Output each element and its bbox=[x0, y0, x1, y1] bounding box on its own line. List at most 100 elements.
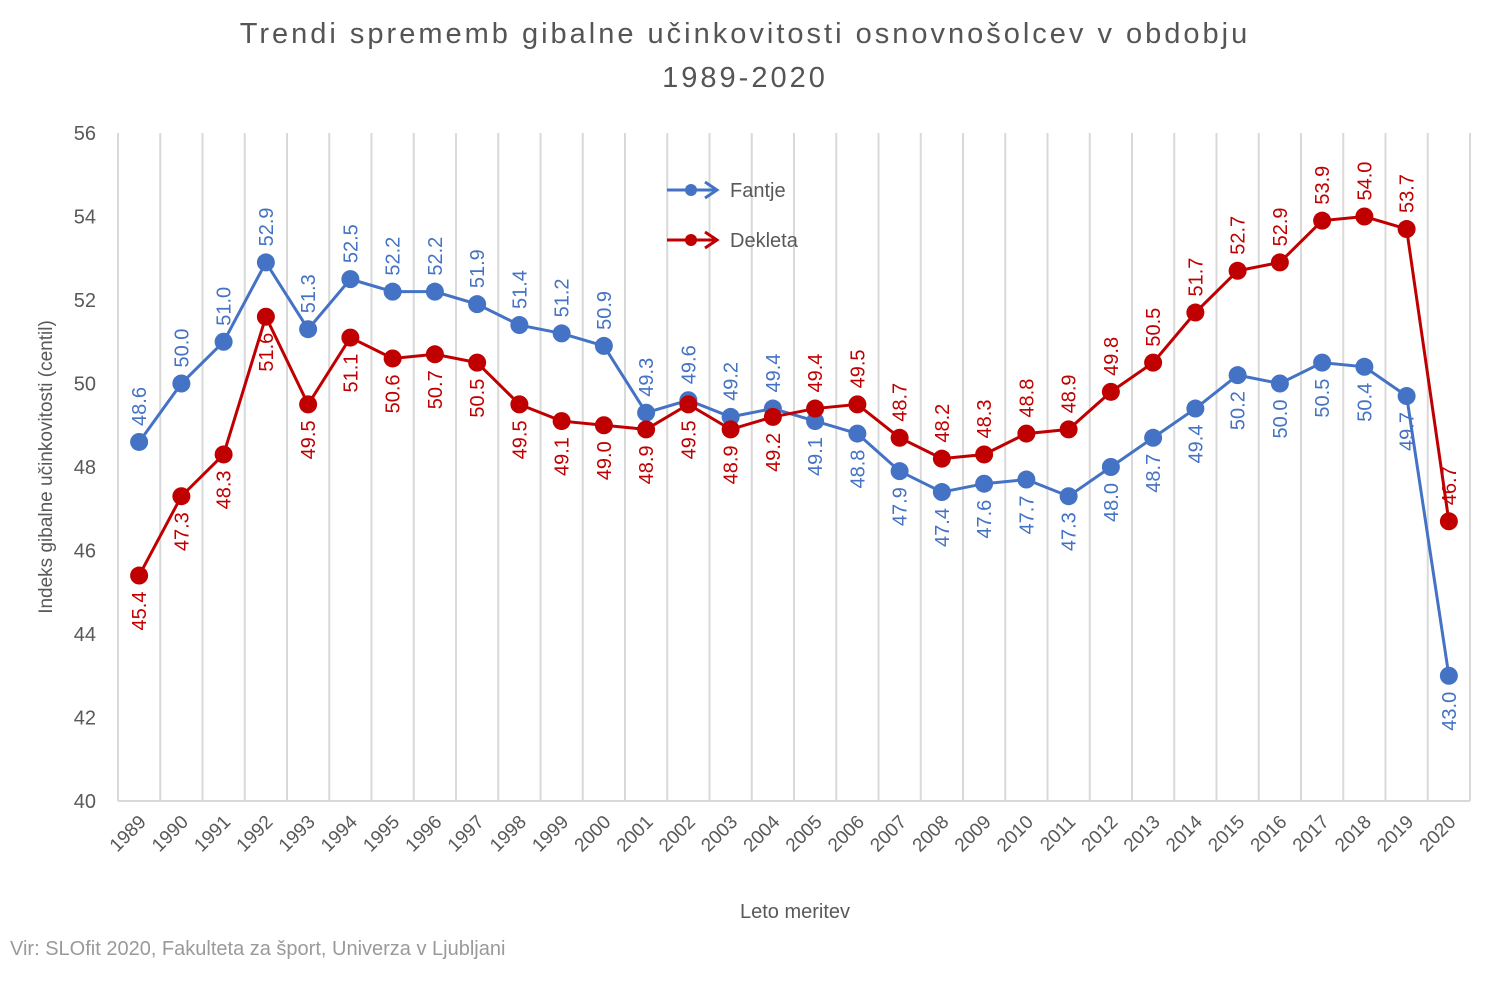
x-tick-label: 2006 bbox=[824, 812, 869, 857]
data-label: 43.0 bbox=[1439, 692, 1461, 731]
data-label: 48.8 bbox=[1016, 379, 1038, 418]
data-point bbox=[552, 412, 571, 431]
data-point bbox=[975, 445, 994, 464]
x-tick-label: 1993 bbox=[275, 812, 320, 857]
x-tick-label: 2000 bbox=[571, 812, 616, 857]
data-label: 49.6 bbox=[678, 345, 700, 384]
y-tick-label: 52 bbox=[74, 290, 96, 312]
data-label: 51.3 bbox=[298, 274, 320, 313]
data-label: 48.0 bbox=[1101, 483, 1123, 522]
data-point bbox=[1439, 512, 1458, 531]
x-tick-label: 1991 bbox=[190, 812, 235, 857]
data-point bbox=[383, 282, 402, 301]
y-tick-label: 48 bbox=[74, 457, 96, 479]
data-point bbox=[721, 407, 740, 426]
legend-marker bbox=[685, 234, 697, 246]
data-point bbox=[1397, 220, 1416, 239]
data-label: 51.6 bbox=[256, 333, 278, 372]
title-line-2: 1989-2020 bbox=[662, 62, 828, 94]
data-label: 52.2 bbox=[425, 237, 447, 276]
data-point bbox=[214, 332, 233, 351]
data-label: 47.9 bbox=[890, 487, 912, 526]
data-point bbox=[806, 399, 825, 418]
data-point bbox=[1228, 366, 1247, 385]
data-label: 50.9 bbox=[594, 291, 616, 330]
y-tick-label: 56 bbox=[74, 123, 96, 145]
data-label: 49.1 bbox=[805, 437, 827, 476]
data-label: 48.9 bbox=[1059, 374, 1081, 413]
x-tick-label: 2002 bbox=[655, 812, 700, 857]
data-label: 50.5 bbox=[1143, 308, 1165, 347]
data-point bbox=[383, 349, 402, 368]
x-tick-label: 2015 bbox=[1204, 812, 1249, 857]
x-tick-label: 2013 bbox=[1120, 812, 1165, 857]
data-point bbox=[721, 420, 740, 439]
data-point bbox=[975, 474, 994, 493]
x-tick-label: 2012 bbox=[1078, 812, 1123, 857]
data-point bbox=[299, 395, 318, 414]
x-tick-label: 1998 bbox=[486, 812, 531, 857]
x-tick-label: 2001 bbox=[613, 812, 658, 857]
data-point bbox=[468, 295, 487, 314]
x-tick-label: 2014 bbox=[1162, 811, 1207, 856]
data-point bbox=[256, 253, 275, 272]
x-tick-label: 2004 bbox=[740, 811, 785, 856]
source-note: Vir: SLOfit 2020, Fakulteta za šport, Un… bbox=[10, 938, 506, 960]
data-label: 49.7 bbox=[1397, 412, 1419, 451]
data-label: 51.0 bbox=[214, 287, 236, 326]
data-point bbox=[299, 320, 318, 339]
x-tick-label: 2016 bbox=[1247, 812, 1292, 857]
legend-arrow-icon bbox=[704, 180, 720, 200]
y-axis-title: Indeks gibalne učinkovitosti (centil) bbox=[36, 320, 57, 614]
data-point bbox=[1059, 487, 1078, 506]
data-label: 49.5 bbox=[678, 420, 700, 459]
data-point bbox=[468, 353, 487, 372]
data-label: 53.7 bbox=[1397, 174, 1419, 213]
data-point bbox=[425, 345, 444, 364]
data-label: 49.2 bbox=[721, 362, 743, 401]
data-label: 50.6 bbox=[383, 374, 405, 413]
x-tick-label: 2009 bbox=[951, 812, 996, 857]
data-point bbox=[172, 374, 191, 393]
legend-label: Dekleta bbox=[730, 230, 799, 252]
data-label: 45.4 bbox=[129, 592, 151, 631]
data-point bbox=[510, 395, 529, 414]
data-point bbox=[932, 449, 951, 468]
data-label: 49.4 bbox=[1185, 425, 1207, 464]
data-label: 47.3 bbox=[171, 512, 193, 551]
data-point bbox=[1313, 353, 1332, 372]
legend-label: Fantje bbox=[730, 180, 786, 202]
data-point bbox=[1101, 458, 1120, 476]
data-label: 52.5 bbox=[340, 224, 362, 263]
data-point bbox=[1313, 211, 1332, 230]
data-point bbox=[1059, 420, 1078, 439]
x-tick-label: 1989 bbox=[106, 812, 151, 857]
data-label: 52.9 bbox=[256, 207, 278, 246]
data-point bbox=[552, 324, 571, 343]
x-axis-title: Leto meritev bbox=[740, 901, 850, 923]
y-tick-label: 44 bbox=[74, 624, 96, 646]
data-label: 47.3 bbox=[1059, 512, 1081, 551]
data-label: 49.5 bbox=[298, 420, 320, 459]
data-point bbox=[1101, 382, 1120, 401]
x-tick-label: 1990 bbox=[148, 812, 193, 857]
data-label: 48.3 bbox=[214, 470, 236, 509]
data-point bbox=[594, 416, 613, 435]
data-label: 50.4 bbox=[1354, 383, 1376, 422]
x-tick-label: 1992 bbox=[233, 812, 278, 857]
data-label: 51.9 bbox=[467, 249, 489, 288]
data-point bbox=[1355, 357, 1374, 376]
data-point bbox=[1397, 387, 1416, 406]
x-tick-label: 1994 bbox=[317, 811, 362, 856]
data-label: 48.8 bbox=[847, 450, 869, 489]
data-point bbox=[806, 412, 825, 431]
data-label: 48.7 bbox=[890, 383, 912, 422]
data-point bbox=[256, 307, 275, 326]
data-point bbox=[1439, 666, 1458, 685]
data-label: 54.0 bbox=[1354, 162, 1376, 201]
x-tick-label: 2018 bbox=[1331, 812, 1376, 857]
y-tick-label: 40 bbox=[74, 791, 96, 813]
data-point bbox=[848, 424, 867, 443]
data-label: 49.5 bbox=[509, 420, 531, 459]
